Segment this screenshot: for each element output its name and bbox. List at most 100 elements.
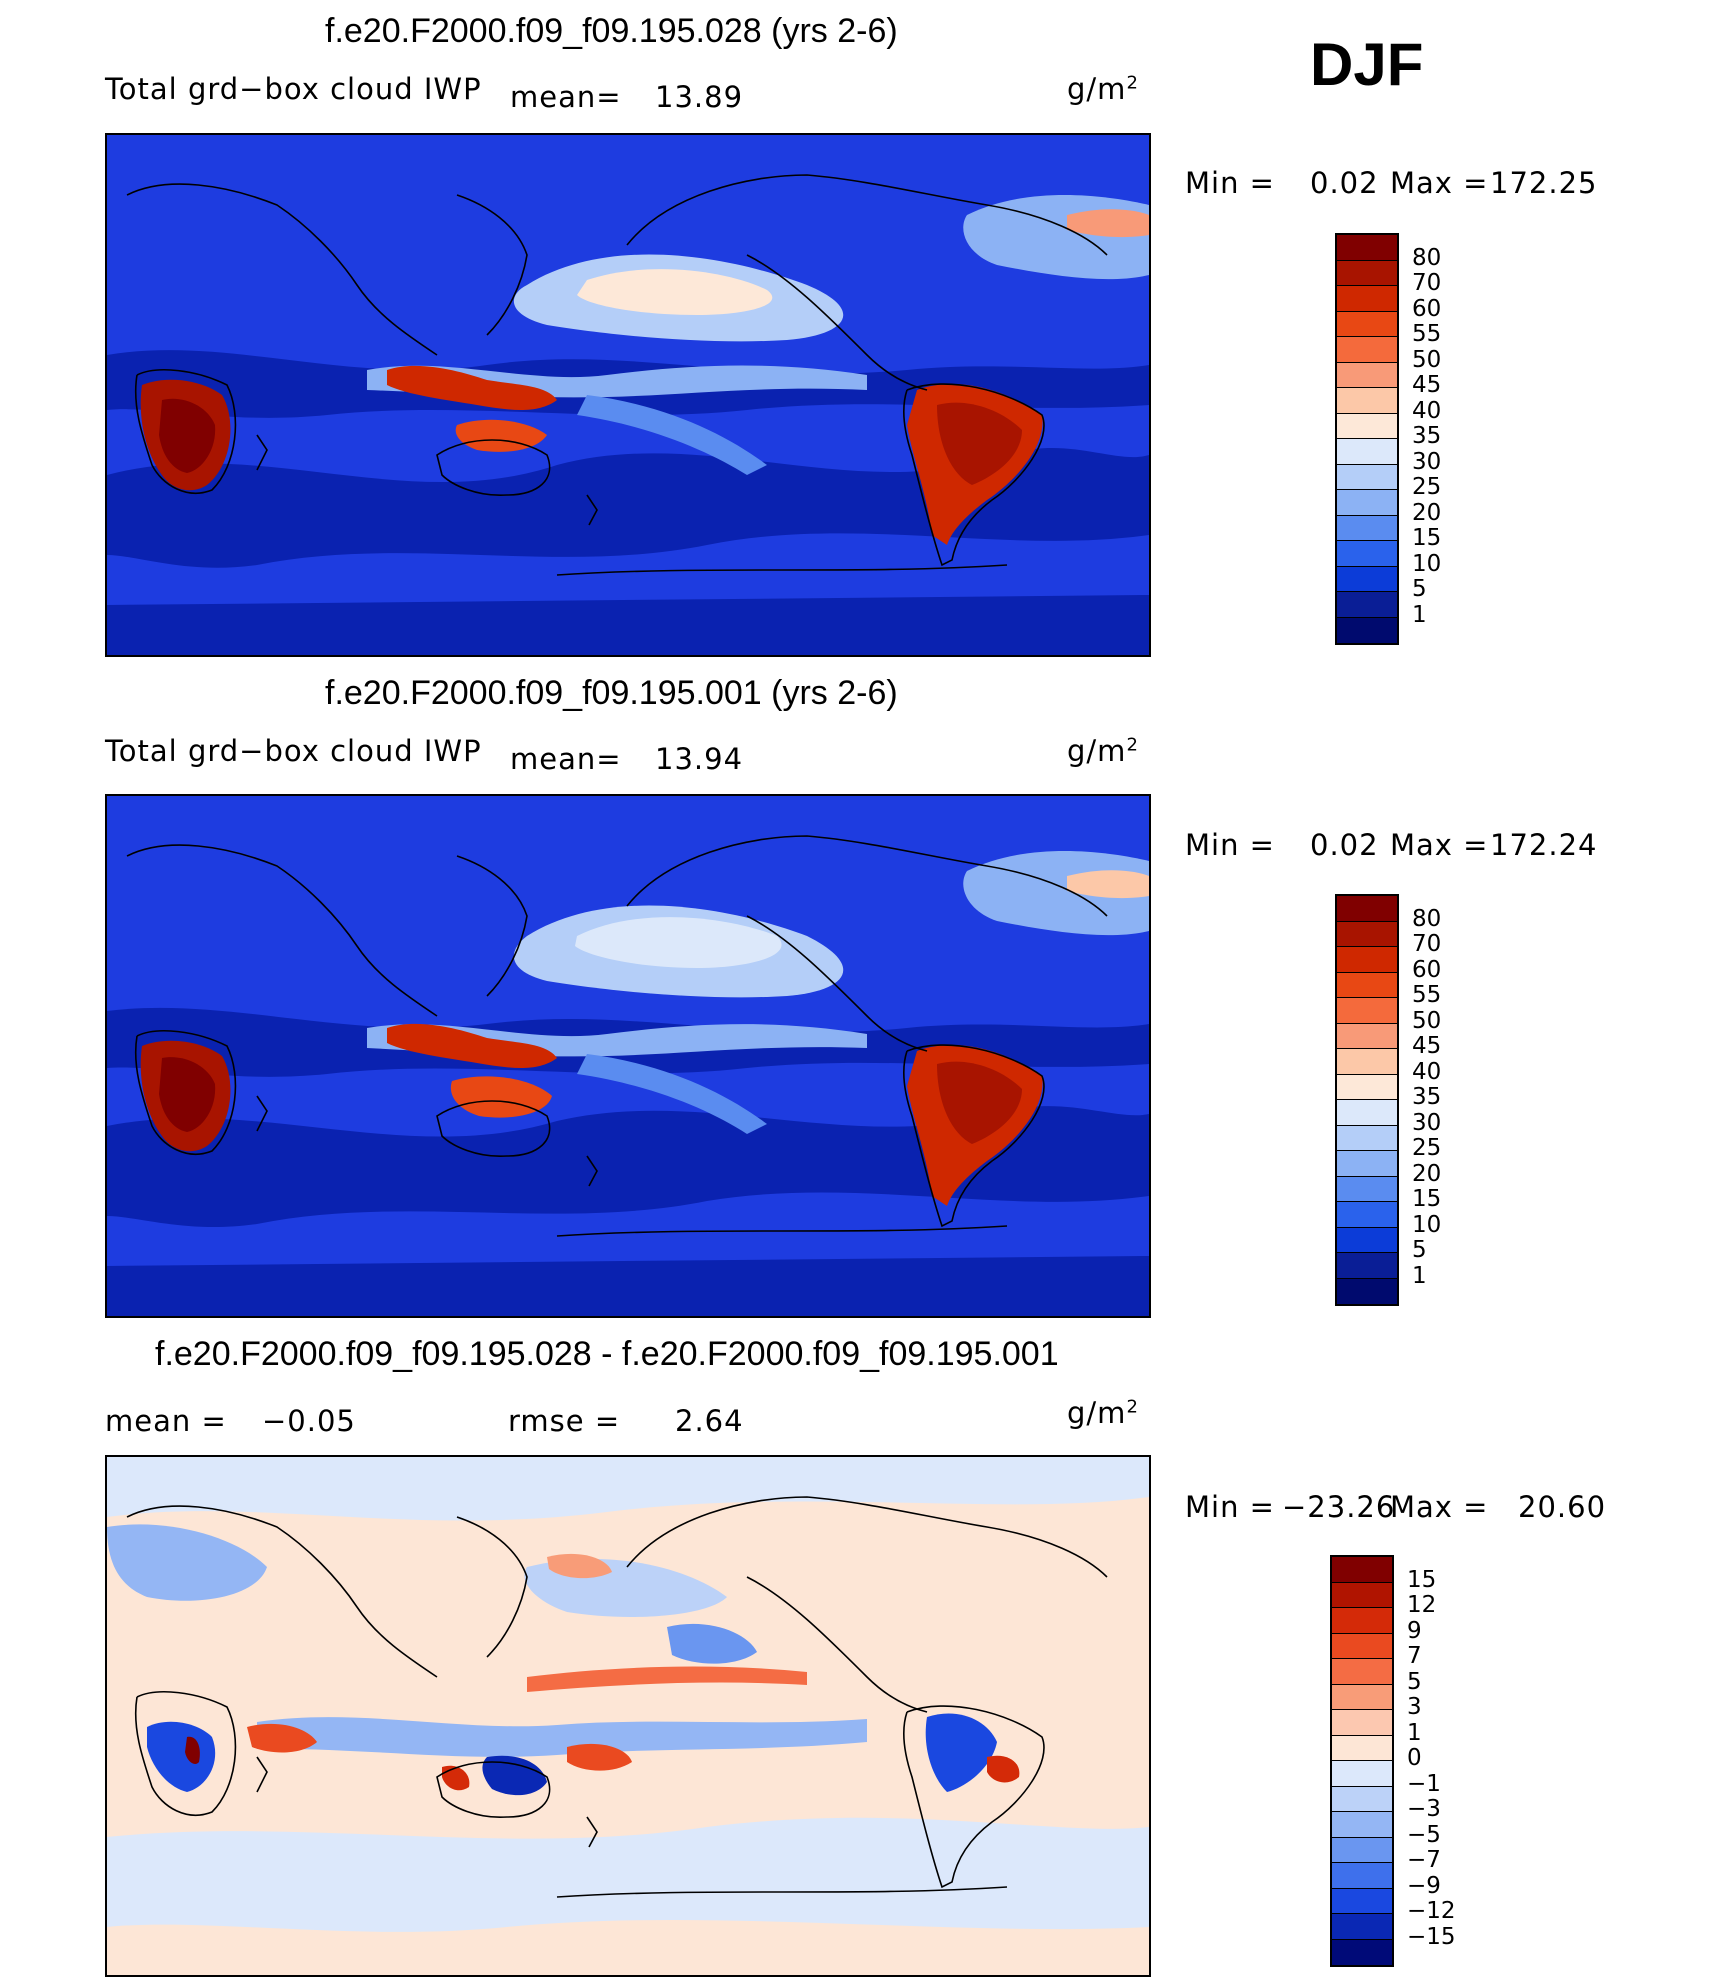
colorbar-swatch — [1332, 1914, 1392, 1940]
diff-pacific-pos — [567, 1743, 632, 1771]
colorbar-tick-label: 10 — [1412, 550, 1442, 577]
colorbar-swatch — [1337, 490, 1397, 516]
panel3-title: f.e20.F2000.f09_f09.195.028 - f.e20.F200… — [155, 1335, 1059, 1373]
colorbar-swatch — [1337, 464, 1397, 490]
season-label: DJF — [1310, 31, 1424, 98]
colorbar-swatch — [1332, 1863, 1392, 1889]
colorbar-swatch — [1337, 592, 1397, 618]
panel3-min-label: Min = — [1185, 1490, 1275, 1524]
colorbar-swatch — [1332, 1837, 1392, 1863]
units-text: g/m — [1067, 72, 1127, 106]
colorbar-swatch — [1337, 515, 1397, 541]
colorbar-swatch — [1337, 1278, 1397, 1304]
colorbar-tick-label: 0 — [1407, 1745, 1422, 1771]
coastlines — [126, 835, 1108, 1237]
panel2-map-svg — [107, 796, 1149, 1316]
panel2-variable: Total grd−box cloud IWP — [105, 734, 482, 768]
north-atlantic-core — [1067, 209, 1149, 238]
colorbar-swatch — [1337, 388, 1397, 414]
colorbar-tick-label: 60 — [1412, 956, 1442, 983]
africa-core — [159, 1057, 216, 1132]
antarctic-band — [107, 1256, 1149, 1316]
units-exponent: 2 — [1126, 72, 1139, 94]
diff-australia-neg — [482, 1755, 547, 1796]
colorbar-tick-label: 15 — [1412, 1186, 1442, 1212]
maritime-continent — [387, 365, 557, 410]
colorbar-tick-label: 25 — [1412, 1135, 1442, 1161]
colorbar-tick-label: 35 — [1412, 1084, 1442, 1110]
panel3-mean-label: mean = — [105, 1404, 227, 1438]
colorbar-tick-label: 55 — [1412, 982, 1442, 1008]
panel1-colorbar — [1335, 233, 1399, 645]
panel2-min-label: Min = — [1185, 828, 1275, 862]
diff-neg-patch-1 — [107, 1457, 1149, 1521]
north-pacific-core — [577, 269, 773, 315]
colorbar-swatch — [1337, 413, 1397, 439]
south-america-core — [937, 402, 1022, 485]
colorbar-tick-label: 20 — [1412, 499, 1442, 526]
panel3-mean-value: −0.05 — [262, 1404, 356, 1438]
colorbar-tick-label: 7 — [1407, 1643, 1422, 1669]
colorbar-tick-label: 30 — [1412, 448, 1442, 475]
colorbar-swatch — [1337, 1253, 1397, 1279]
panel1-min-value: 0.02 — [1310, 166, 1379, 200]
diff-south-america-neg — [925, 1713, 997, 1792]
colorbar-swatch — [1337, 998, 1397, 1024]
diff-neg-patch-2 — [107, 1817, 1149, 1932]
units-exponent: 2 — [1126, 734, 1139, 756]
colorbar-swatch — [1337, 1227, 1397, 1253]
panel1-variable: Total grd−box cloud IWP — [105, 72, 482, 106]
colorbar-swatch — [1337, 337, 1397, 363]
diff-tropics-pos — [527, 1666, 807, 1692]
panel2-colorbar-ticks: 80 70 60 55 50 45 40 35 30 25 20 15 10 5 1 — [1412, 894, 1472, 1302]
spcz-band — [577, 1054, 767, 1134]
colorbar-tick-label: 50 — [1412, 1007, 1442, 1034]
panel1-units: g/m2 — [1067, 72, 1139, 106]
colorbar-tick-label: 50 — [1412, 346, 1442, 373]
diff-tropics-neg — [257, 1717, 867, 1757]
panel3-rmse-label: rmse = — [508, 1404, 621, 1438]
colorbar-swatch — [1337, 235, 1397, 261]
north-pacific-core — [575, 917, 782, 968]
colorbar-swatch — [1332, 1786, 1392, 1812]
colorbar-swatch — [1337, 896, 1397, 922]
colorbar-swatch — [1332, 1608, 1392, 1634]
panel3-max-label: Max = — [1390, 1490, 1489, 1524]
colorbar-tick-label: 10 — [1412, 1211, 1442, 1238]
panel2-colorbar — [1335, 894, 1399, 1306]
diff-neg-patch-3 — [107, 1524, 267, 1601]
colorbar-tick-label: 70 — [1412, 931, 1442, 957]
colorbar-tick-label: 1 — [1412, 1262, 1427, 1289]
australia-north — [450, 1076, 552, 1118]
colorbar-tick-label: 25 — [1412, 474, 1442, 500]
colorbar-swatch — [1332, 1888, 1392, 1914]
colorbar-tick-label: 15 — [1407, 1566, 1437, 1593]
colorbar-swatch — [1337, 1202, 1397, 1228]
units-exponent: 2 — [1126, 1396, 1139, 1418]
coastlines — [126, 174, 1108, 576]
colorbar-tick-label: −3 — [1407, 1796, 1441, 1822]
colorbar-swatch — [1337, 286, 1397, 312]
panel2-mean-value: 13.94 — [655, 742, 744, 776]
colorbar-swatch — [1332, 1812, 1392, 1838]
colorbar-tick-label: 15 — [1412, 525, 1442, 551]
maritime-continent — [387, 1023, 557, 1068]
colorbar-swatch — [1337, 1151, 1397, 1177]
colorbar-tick-label: 35 — [1412, 423, 1442, 449]
panel2-max-value: 172.24 — [1490, 828, 1598, 862]
colorbar-tick-label: 55 — [1412, 321, 1442, 347]
colorbar-tick-label: 1 — [1412, 601, 1427, 628]
panel1-map — [105, 133, 1151, 657]
colorbar-swatch — [1337, 362, 1397, 388]
colorbar-swatch — [1332, 1939, 1392, 1965]
africa-core — [159, 398, 216, 473]
colorbar-tick-label: 5 — [1412, 1237, 1427, 1263]
colorbar-tick-label: −1 — [1407, 1770, 1441, 1797]
colorbar-swatch — [1337, 1125, 1397, 1151]
panel1-min-label: Min = — [1185, 166, 1275, 200]
colorbar-swatch — [1337, 972, 1397, 998]
colorbar-swatch — [1337, 947, 1397, 973]
colorbar-tick-label: −15 — [1407, 1923, 1456, 1950]
antarctic-band — [107, 595, 1149, 655]
colorbar-tick-label: 40 — [1412, 397, 1442, 424]
